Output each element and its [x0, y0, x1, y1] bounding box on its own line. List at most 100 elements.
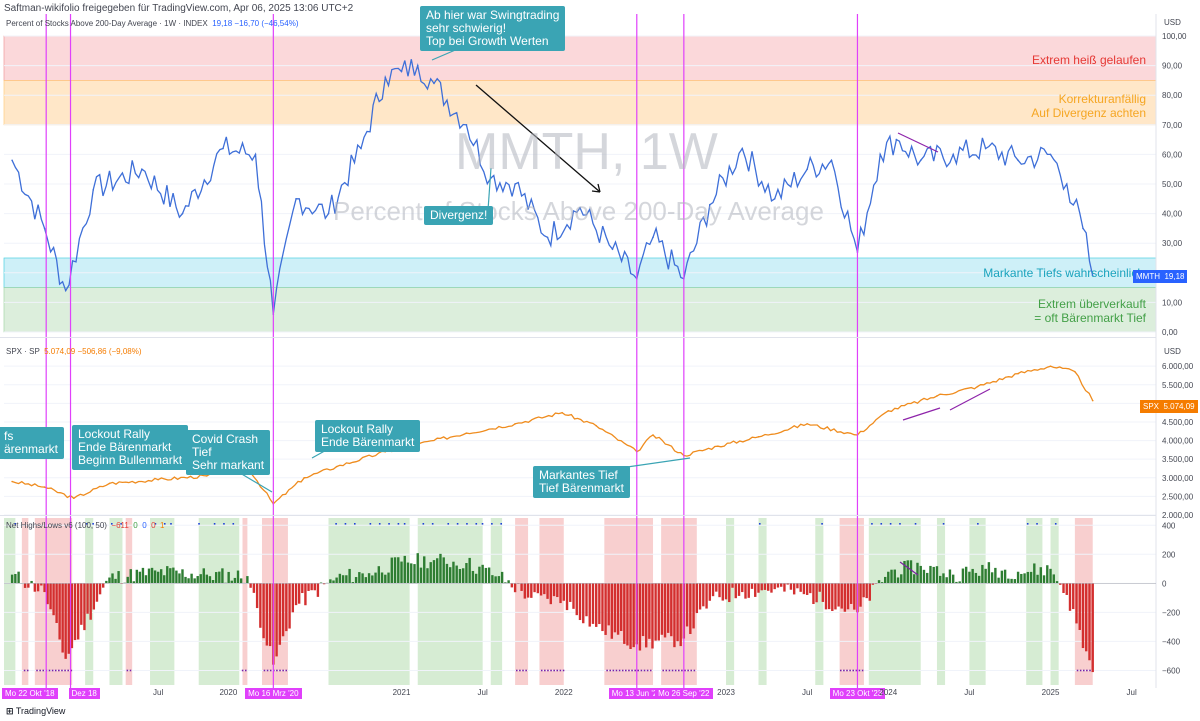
- spx-title-values: 5.074,09 −506,86 (−9,08%): [44, 347, 142, 356]
- nhnl-bar-268: [862, 583, 865, 598]
- nhnl-bar-121: [390, 557, 393, 584]
- nhnl-bar-306: [984, 568, 987, 584]
- nhnl-low-dot: [244, 669, 247, 672]
- nhnl-bar-283: [909, 560, 913, 584]
- regime-band-12: [490, 518, 503, 685]
- nhnl-bar-189: [610, 583, 614, 639]
- x-axis-label-13: 2024: [879, 688, 898, 697]
- nhnl-high-dot: [431, 523, 434, 525]
- nhnl-bar-219: [705, 583, 708, 609]
- nhnl-bar-161: [520, 583, 523, 591]
- nhnl-bar-106: [341, 575, 345, 584]
- nhnl-bar-190: [613, 583, 617, 633]
- nhnl-high-dot: [1036, 523, 1038, 525]
- pane-divider-1[interactable]: [0, 337, 1156, 338]
- nhnl-bar-232: [747, 583, 750, 598]
- nhnl-low-dot: [126, 669, 129, 672]
- nhnl-bar-307: [987, 562, 991, 584]
- nhnl-bar-82: [265, 583, 269, 646]
- nhnl-bar-200: [644, 583, 648, 648]
- nhnl-bar-87: [281, 583, 285, 637]
- nhnl-bar-26: [92, 583, 96, 610]
- nhnl-low-dot: [687, 669, 689, 672]
- nhnl-bar-5: [27, 583, 30, 588]
- nhnl-bar-269: [865, 583, 868, 599]
- callout-pointer-markant: [619, 457, 691, 469]
- mmth-point-40: [1091, 274, 1094, 277]
- mmth-title[interactable]: Percent of Stocks Above 200-Day Average …: [6, 19, 298, 28]
- nhnl-bar-327: [1052, 574, 1055, 584]
- nhnl-bar-322: [1036, 574, 1039, 584]
- nhnl-low-dot: [846, 669, 848, 672]
- nhnl-high-dot: [170, 523, 172, 525]
- nhnl-bar-175: [565, 583, 569, 611]
- nhnl-high-dot: [500, 523, 503, 525]
- zone-label-correction: Korrekturanfällig Auf Divergenz achten: [1031, 92, 1146, 120]
- nhnl-bar-287: [922, 569, 926, 584]
- nhnl-bar-193: [623, 583, 626, 644]
- nhnl-title[interactable]: Net Highs/Lows v6 (100, 50) −611 0 0 0 1: [6, 521, 164, 530]
- nhnl-low-dot: [628, 669, 630, 672]
- nhnl-bar-265: [853, 583, 856, 610]
- nhnl-low-dot: [282, 669, 284, 672]
- nhnl-bar-214: [689, 583, 692, 635]
- mmth-price-tag[interactable]: MMTH 19,18: [1133, 270, 1188, 283]
- nhnl-bar-262: [843, 583, 847, 612]
- mmth-price-tag-value: 19,18: [1164, 272, 1185, 281]
- nhnl-bar-231: [744, 583, 747, 599]
- nhnl-low-dot: [606, 669, 608, 672]
- nhnl-high-dot: [456, 523, 459, 525]
- nhnl-bar-323: [1039, 567, 1042, 584]
- nhnl-bar-329: [1059, 583, 1062, 585]
- regime-band-18: [758, 518, 767, 685]
- spx-title[interactable]: SPX · SP 5.074,09 −506,86 (−9,08%): [6, 347, 142, 356]
- spx-price-tag[interactable]: SPX 5.074,09: [1140, 400, 1198, 413]
- nhnl-bar-136: [439, 553, 442, 584]
- nhnl-bar-43: [144, 575, 148, 584]
- x-axis-label-1: Dez 18: [68, 688, 100, 699]
- nhnl-bar-8: [36, 583, 40, 592]
- nhnl-bar-274: [880, 582, 884, 584]
- x-axis-label-7: 2022: [554, 688, 573, 697]
- nhnl-bar-221: [711, 583, 715, 597]
- nhnl-bar-81: [262, 583, 265, 639]
- nhnl-bar-25: [89, 583, 92, 620]
- nhnl-bar-285: [916, 562, 919, 584]
- zone-label-lows: Markante Tiefs wahrscheinlich: [983, 266, 1144, 280]
- nhnl-bar-118: [380, 572, 384, 584]
- nhnl-bar-244: [786, 583, 789, 585]
- mmth-point-0: [11, 159, 13, 162]
- regime-band-5: [125, 518, 133, 685]
- pane-divider-2[interactable]: [0, 515, 1156, 516]
- mmth-point-28: [806, 168, 808, 170]
- nhnl-high-dot: [232, 523, 235, 525]
- nhnl-bar-273: [877, 580, 881, 584]
- nhnl-low-dot: [540, 669, 543, 672]
- spx-tick-7: 2.500,00: [1162, 492, 1194, 501]
- nhnl-bar-78: [252, 583, 256, 593]
- nhnl-low-dot: [515, 669, 518, 672]
- divergence-line-mmth: [897, 132, 939, 153]
- nhnl-bar-278: [893, 569, 896, 584]
- nhnl-high-dot: [422, 523, 425, 525]
- nhnl-bar-24: [86, 583, 89, 614]
- nhnl-tick-3: −200: [1162, 608, 1181, 617]
- mmth-point-35: [984, 147, 987, 150]
- nhnl-bar-222: [715, 583, 718, 592]
- nhnl-bar-237: [763, 583, 767, 590]
- regime-band-13: [515, 518, 529, 685]
- tradingview-logo[interactable]: ⊞ TradingView: [6, 706, 66, 716]
- nhnl-bar-264: [849, 583, 853, 604]
- nhnl-low-dot: [48, 669, 51, 672]
- spx-series-line: [11, 365, 1094, 505]
- mmth-tick-5: 50,00: [1162, 180, 1183, 189]
- nhnl-bar-178: [575, 583, 578, 616]
- callout-lockout-rally-2: Lockout Rally Ende Bärenmarkt: [315, 420, 421, 452]
- nhnl-bar-239: [770, 583, 773, 593]
- nhnl-bar-123: [397, 557, 400, 584]
- nhnl-bar-9: [40, 583, 43, 586]
- nhnl-bar-36: [123, 582, 126, 584]
- nhnl-low-dot: [618, 669, 621, 672]
- nhnl-high-dot: [353, 523, 356, 525]
